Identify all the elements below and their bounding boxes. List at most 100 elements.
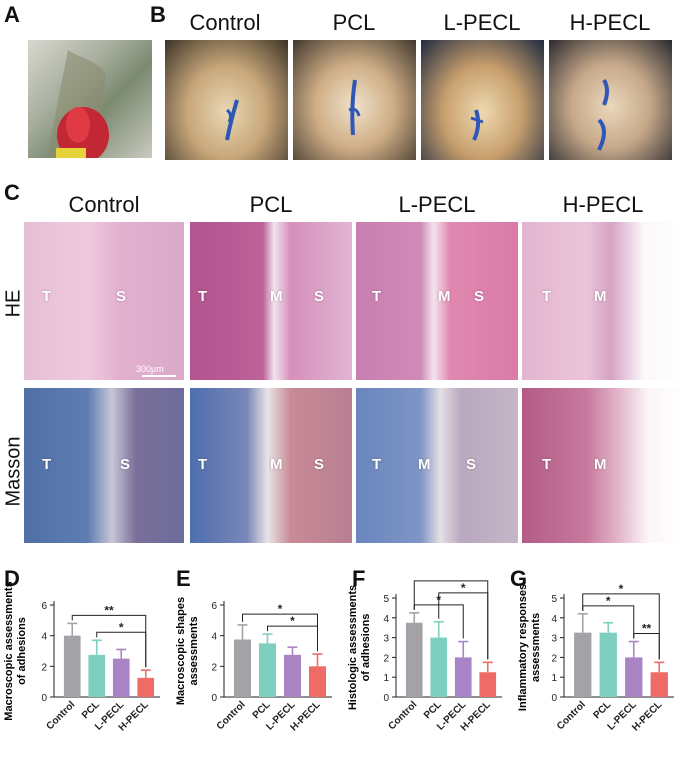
- y-tick-label: 0: [41, 693, 47, 704]
- significance-label: *: [606, 594, 611, 608]
- he-image-h-pecl: T M: [522, 222, 684, 380]
- significance-label: **: [104, 603, 114, 617]
- y-tick-label: 2: [383, 653, 389, 664]
- tissue-label-m: M: [594, 456, 607, 473]
- y-axis-label: assessments: [530, 613, 542, 682]
- masson-image-h-pecl: T M: [522, 388, 684, 543]
- chart-g: Inflammatory responses assessments 0 1 2 3 4 5 C…: [514, 580, 685, 765]
- bar: [234, 639, 251, 697]
- c-label-pcl: PCL: [249, 192, 293, 217]
- panel-letter-b: B: [150, 2, 166, 27]
- bar: [479, 672, 497, 697]
- chart-d: Macroscopic assessments of adhesions 0 2 4 6 C…: [0, 580, 172, 765]
- significance-label: *: [119, 620, 124, 634]
- y-tick-label: 2: [551, 653, 557, 664]
- tissue-label-t: T: [198, 288, 208, 305]
- y-axis-label: Macroscopic assessments: [3, 581, 15, 720]
- he-image-l-pecl: T M S: [356, 222, 518, 380]
- tissue-label-t: T: [372, 288, 382, 305]
- masson-image-control: T S: [24, 388, 184, 543]
- tissue-label-t: T: [198, 456, 208, 473]
- tissue-label-s: S: [314, 456, 325, 473]
- tissue-label-s: S: [474, 288, 485, 305]
- y-tick-label: 0: [211, 693, 217, 704]
- bar: [599, 632, 617, 697]
- bar: [137, 677, 155, 697]
- x-tick-label: PCL: [591, 699, 613, 721]
- significance-bracket: [582, 593, 660, 660]
- significance-label: **: [642, 622, 652, 636]
- scale-bar: [142, 375, 176, 377]
- y-axis-label: assessments: [188, 616, 200, 685]
- significance-bracket: [71, 614, 147, 668]
- y-tick-label: 6: [211, 601, 217, 612]
- surgery-photo-pcl: [293, 40, 416, 160]
- tissue-label-t: T: [42, 288, 52, 305]
- chart-e: Macroscopic shapes assessments 0 2 4 6 Control…: [172, 580, 344, 765]
- significance-label: ***: [444, 580, 458, 583]
- panel-letter-a: A: [4, 2, 20, 27]
- bar: [574, 632, 592, 697]
- significance-label: *: [461, 581, 466, 595]
- panel-letter-d: D: [4, 566, 20, 591]
- y-axis-label: of adhesions: [360, 614, 372, 682]
- y-axis-label: of adhesions: [16, 617, 28, 685]
- row-label-masson: Masson: [2, 436, 25, 507]
- x-tick-label: Control: [555, 699, 588, 732]
- masson-image-pcl: T M S: [190, 388, 352, 543]
- tissue-label-t: T: [372, 456, 382, 473]
- b-label-l-pecl: L-PECL: [443, 10, 521, 35]
- x-tick-label: Control: [44, 699, 77, 732]
- surgery-photo-a: [28, 40, 152, 158]
- significance-label: *: [619, 582, 624, 596]
- x-tick-label: PCL: [251, 699, 273, 721]
- he-image-pcl: T M S: [190, 222, 352, 380]
- y-tick-label: 4: [41, 632, 47, 643]
- tissue-label-t: T: [42, 456, 52, 473]
- tissue-label-s: S: [314, 288, 325, 305]
- y-tick-label: 3: [383, 634, 389, 645]
- x-tick-label: Control: [386, 699, 419, 732]
- tissue-label-t: T: [542, 456, 552, 473]
- he-image-control: T S 300μm: [24, 222, 184, 380]
- surgery-photo-h-pecl-drawing: [597, 78, 609, 151]
- b-label-h-pecl: H-PECL: [569, 10, 651, 35]
- masson-image-l-pecl: T M S: [356, 388, 518, 543]
- tissue-label-t: T: [542, 288, 552, 305]
- y-tick-label: 2: [41, 662, 47, 673]
- bar: [430, 637, 448, 697]
- bar: [625, 657, 643, 697]
- panel-letter-c: C: [4, 180, 20, 205]
- surgery-photo-l-pecl: [421, 40, 544, 160]
- bar: [309, 666, 326, 697]
- tissue-label-s: S: [466, 456, 477, 473]
- significance-bracket: [413, 580, 489, 660]
- y-tick-label: 6: [41, 601, 47, 612]
- bar: [454, 657, 472, 697]
- b-label-control: Control: [189, 10, 261, 35]
- tissue-label-m: M: [270, 288, 283, 305]
- y-tick-label: 1: [551, 673, 557, 684]
- significance-bracket: [242, 613, 318, 652]
- significance-bracket: [633, 633, 660, 660]
- y-tick-label: 5: [551, 594, 557, 605]
- tissue-label-m: M: [418, 456, 431, 473]
- y-tick-label: 3: [551, 634, 557, 645]
- chart-e-svg: Macroscopic shapes assessments 0 2 4 6 Control…: [175, 597, 332, 733]
- chart-f-svg: Histologic assessments of adhesions 0 1 2 3 4 5…: [347, 569, 502, 733]
- y-axis-label: Histologic assessments: [347, 585, 359, 710]
- y-tick-label: 0: [383, 693, 389, 704]
- y-tick-label: 4: [383, 614, 389, 625]
- chart-d-svg: Macroscopic assessments of adhesions 0 2 4 6 C…: [3, 581, 160, 733]
- panel-letter-e: E: [176, 566, 191, 591]
- surgery-photo-l-pecl-drawing: [470, 109, 484, 141]
- panel-letter-g: G: [510, 566, 528, 591]
- c-label-l-pecl: L-PECL: [398, 192, 476, 217]
- scale-bar-label: 300μm: [136, 364, 164, 374]
- y-axis-label: Inflammatory responses: [517, 584, 529, 711]
- bar: [259, 643, 276, 697]
- panel-letter-f: F: [352, 566, 366, 591]
- bar: [112, 658, 130, 697]
- c-label-h-pecl: H-PECL: [562, 192, 644, 217]
- y-tick-label: 5: [383, 594, 389, 605]
